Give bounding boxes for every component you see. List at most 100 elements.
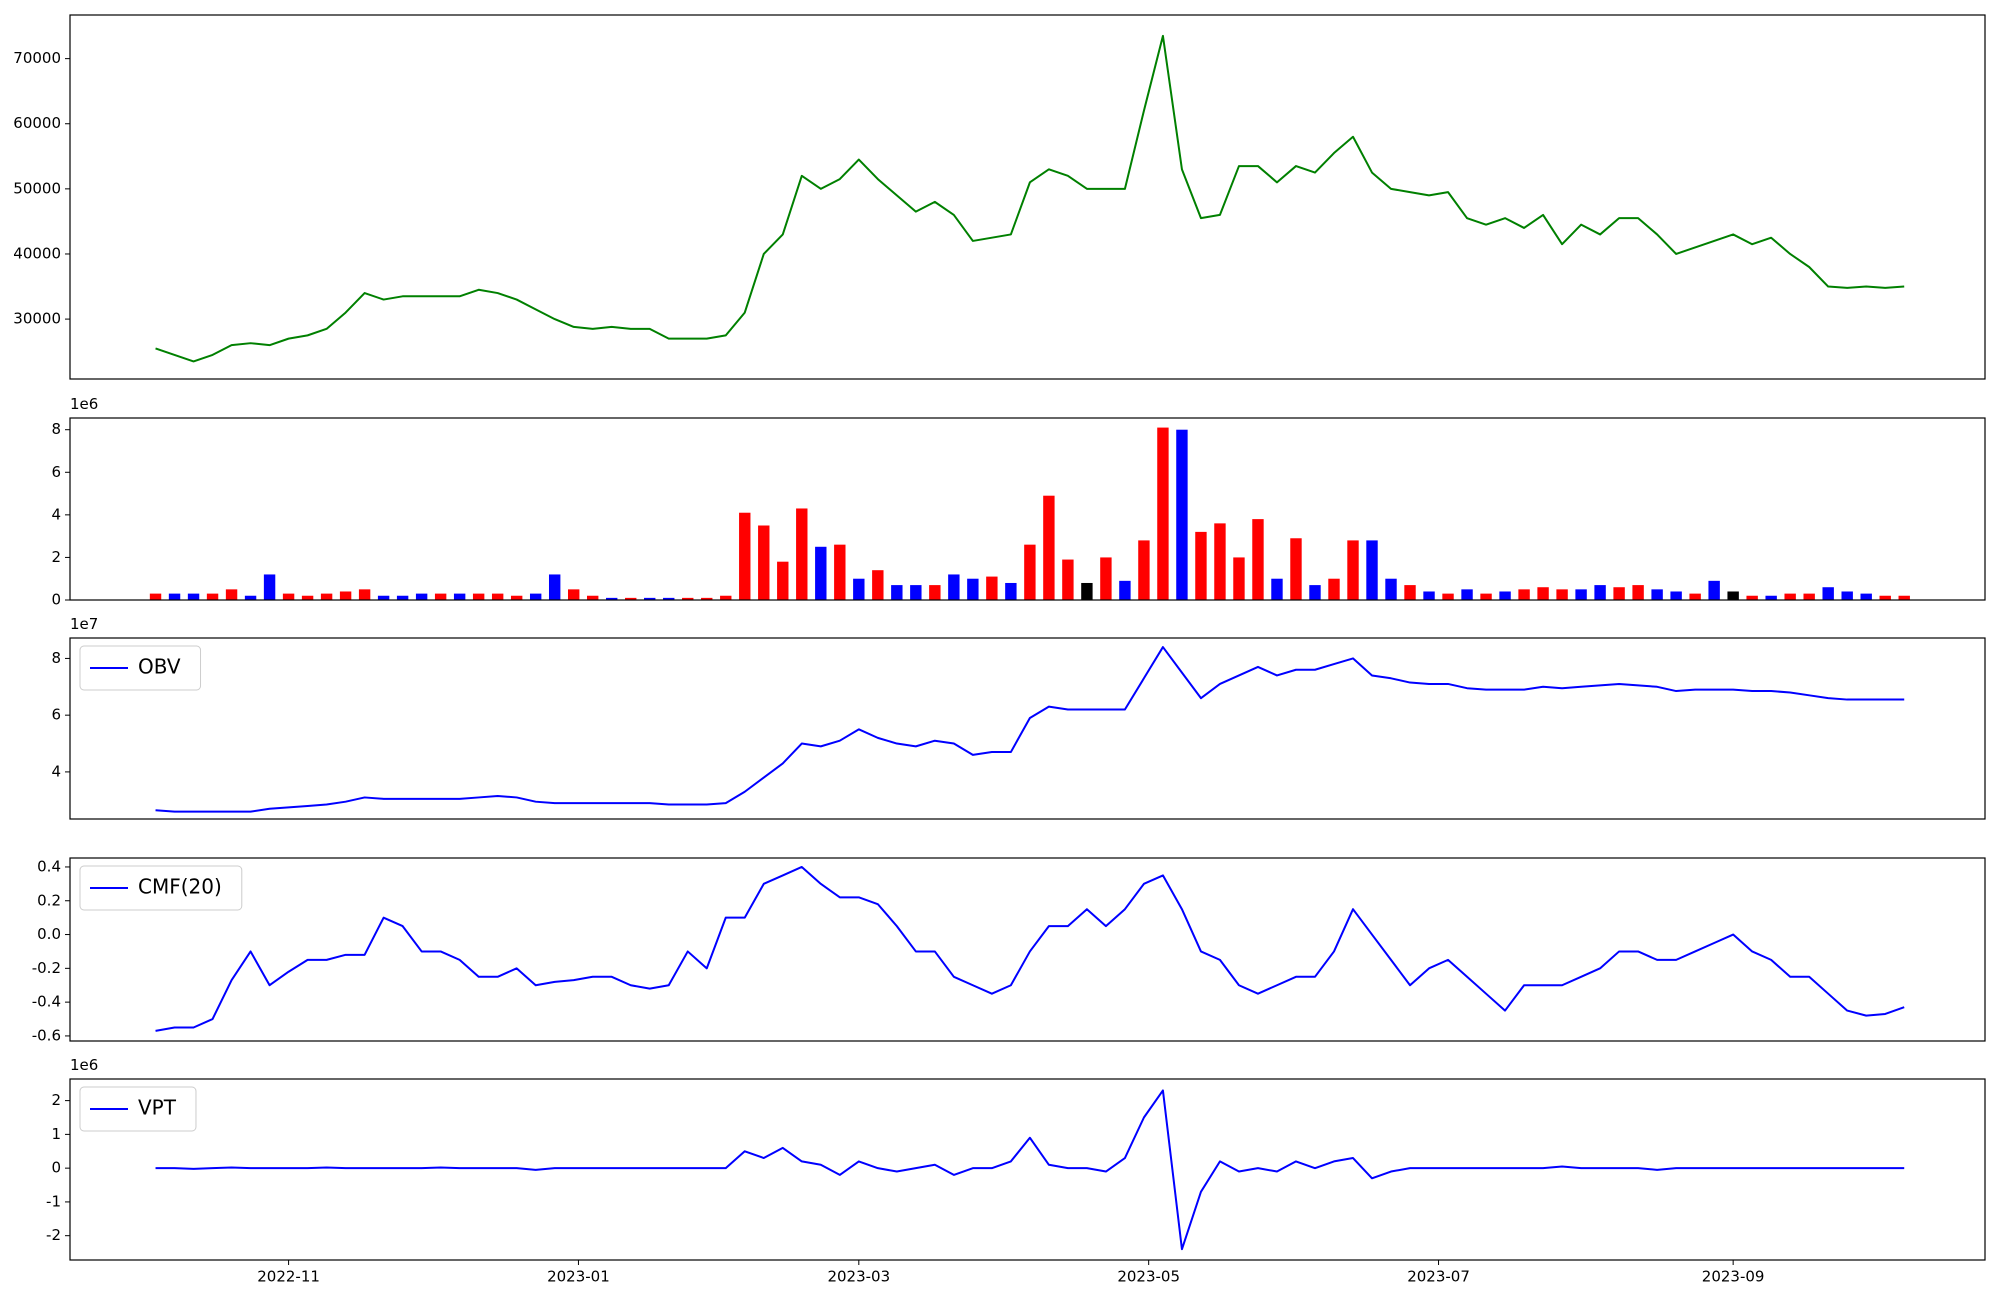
axes-frame bbox=[69, 417, 1986, 601]
bar bbox=[1176, 429, 1188, 600]
bar bbox=[1651, 589, 1663, 600]
bar bbox=[1746, 595, 1758, 600]
bar bbox=[1252, 519, 1264, 600]
bar bbox=[1385, 578, 1397, 600]
bar bbox=[1214, 523, 1226, 600]
panel: -2 -1 0 1 2 2022-11 2023-01 2023-03 2023-05 2023-… bbox=[46, 1056, 1986, 1286]
y-tick-label: 0.4 bbox=[37, 857, 61, 875]
bar bbox=[263, 574, 276, 600]
bar bbox=[853, 578, 865, 600]
bar bbox=[929, 585, 941, 600]
x-tick-label: 2023-05 bbox=[1117, 1268, 1180, 1286]
bar bbox=[758, 525, 770, 600]
bar bbox=[320, 593, 333, 600]
bar bbox=[1119, 580, 1131, 600]
offset-label: 1e6 bbox=[70, 1056, 98, 1074]
y-tick-label: 6 bbox=[51, 706, 61, 724]
legend-box bbox=[79, 865, 243, 911]
panel: 30000 40000 50000 60000 70000 bbox=[13, 14, 1986, 380]
x-tick-label: 2023-09 bbox=[1702, 1268, 1765, 1286]
bar bbox=[967, 578, 979, 600]
bar bbox=[1328, 578, 1340, 600]
bar bbox=[1290, 538, 1302, 600]
bar bbox=[396, 595, 409, 600]
bar bbox=[187, 593, 200, 600]
y-tick-label: 8 bbox=[51, 649, 61, 667]
panel: 4 6 8 1e7 bbox=[51, 615, 1986, 820]
bar bbox=[644, 597, 656, 600]
legend: CMF(20) bbox=[79, 865, 243, 911]
bar bbox=[510, 595, 523, 600]
bar bbox=[567, 589, 580, 600]
y-tick-label: -0.4 bbox=[32, 993, 61, 1011]
bar bbox=[529, 593, 542, 600]
y-tick-label: -1 bbox=[46, 1192, 61, 1210]
y-tick-label: 0 bbox=[51, 591, 61, 609]
y-tick-label: -2 bbox=[46, 1226, 61, 1244]
bar bbox=[663, 597, 675, 600]
bar bbox=[1765, 595, 1777, 600]
bar bbox=[872, 570, 884, 600]
y-tick-label: 60000 bbox=[13, 114, 61, 132]
panel: -0.6 -0.4 -0.2 0.0 0.2 0.4 bbox=[32, 857, 1986, 1044]
series-line bbox=[155, 1089, 1905, 1251]
bar bbox=[1043, 495, 1055, 600]
bar bbox=[587, 595, 599, 600]
legend-label: CMF(20) bbox=[138, 875, 222, 899]
bar bbox=[244, 595, 257, 600]
legend-box bbox=[79, 645, 202, 691]
axes-frame bbox=[69, 1078, 1986, 1261]
bar bbox=[1594, 585, 1606, 600]
bar bbox=[225, 589, 238, 600]
bar bbox=[1784, 593, 1796, 600]
y-tick-label: 0 bbox=[51, 1159, 61, 1177]
y-tick-label: 1 bbox=[51, 1125, 61, 1143]
bar bbox=[986, 576, 998, 600]
axes-frame bbox=[69, 14, 1986, 380]
bar bbox=[777, 561, 789, 600]
x-tick-label: 2023-03 bbox=[827, 1268, 890, 1286]
bar bbox=[472, 593, 485, 600]
bar bbox=[1822, 587, 1834, 600]
bar bbox=[1499, 591, 1511, 600]
bar bbox=[301, 595, 314, 600]
bar bbox=[1138, 540, 1150, 600]
bar bbox=[1442, 593, 1454, 600]
y-tick-label: 40000 bbox=[13, 244, 61, 262]
bar bbox=[1575, 589, 1587, 600]
bar bbox=[1518, 589, 1530, 600]
bar bbox=[1005, 582, 1017, 600]
bar bbox=[739, 512, 751, 600]
bar bbox=[548, 574, 561, 600]
bar bbox=[1461, 589, 1473, 600]
bar bbox=[606, 597, 618, 600]
offset-label: 1e6 bbox=[70, 395, 98, 413]
axes-frame bbox=[69, 637, 1986, 820]
bar bbox=[1423, 591, 1435, 600]
bar bbox=[720, 595, 732, 600]
bar bbox=[834, 544, 846, 600]
bar bbox=[434, 593, 447, 600]
bar bbox=[1860, 593, 1872, 600]
bar bbox=[1841, 591, 1853, 600]
bar bbox=[1556, 589, 1568, 600]
bar bbox=[1480, 593, 1492, 600]
bar bbox=[1404, 585, 1416, 600]
bar bbox=[1081, 582, 1093, 600]
y-tick-label: 8 bbox=[51, 420, 61, 438]
bar bbox=[1708, 580, 1720, 600]
bar bbox=[1898, 595, 1910, 600]
y-tick-label: 50000 bbox=[13, 179, 61, 197]
y-tick-label: -0.6 bbox=[32, 1026, 61, 1044]
bar bbox=[1347, 540, 1359, 600]
series-line bbox=[155, 646, 1905, 813]
bar bbox=[168, 593, 181, 600]
bar bbox=[1537, 587, 1549, 600]
bar bbox=[377, 595, 390, 600]
bar bbox=[1100, 557, 1112, 600]
bar bbox=[1613, 587, 1625, 600]
x-tick-label: 2022-11 bbox=[257, 1268, 320, 1286]
y-tick-label: 30000 bbox=[13, 310, 61, 328]
bar bbox=[206, 593, 219, 600]
